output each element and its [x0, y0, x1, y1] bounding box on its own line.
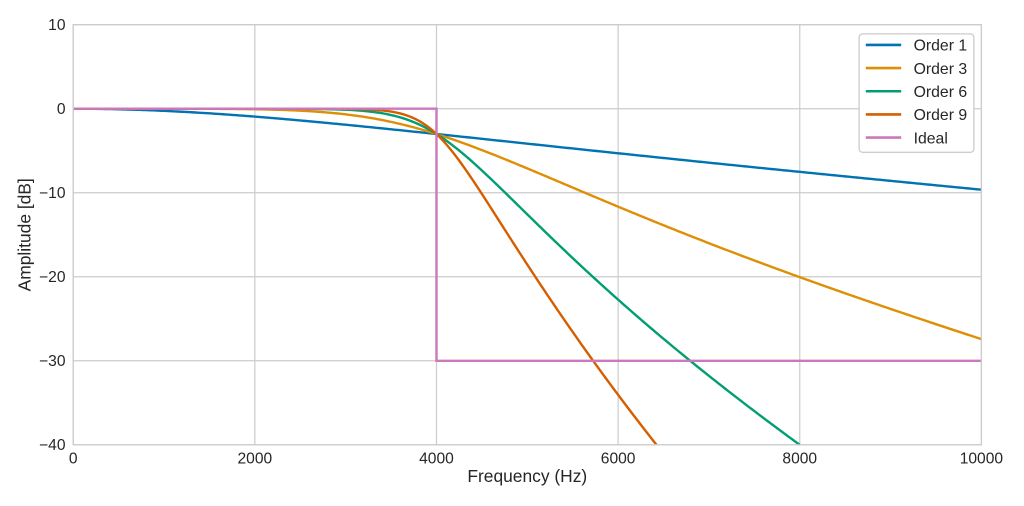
- svg-text:0: 0: [57, 101, 66, 118]
- svg-text:4000: 4000: [419, 451, 454, 468]
- svg-text:Order 9: Order 9: [914, 107, 968, 124]
- svg-text:−40: −40: [39, 437, 66, 454]
- svg-text:Ideal: Ideal: [914, 130, 948, 147]
- svg-text:Order 1: Order 1: [914, 38, 968, 55]
- svg-text:0: 0: [69, 451, 78, 468]
- svg-text:−30: −30: [39, 353, 66, 370]
- svg-text:−20: −20: [39, 269, 66, 286]
- svg-text:10: 10: [48, 17, 66, 34]
- svg-text:−10: −10: [39, 185, 66, 202]
- svg-text:10000: 10000: [960, 451, 1004, 468]
- svg-text:Frequency (Hz): Frequency (Hz): [467, 466, 587, 486]
- svg-text:6000: 6000: [601, 451, 636, 468]
- svg-text:Order 6: Order 6: [914, 84, 968, 101]
- svg-text:8000: 8000: [782, 451, 817, 468]
- svg-text:2000: 2000: [237, 451, 272, 468]
- svg-text:Amplitude [dB]: Amplitude [dB]: [15, 178, 35, 291]
- svg-text:Order 3: Order 3: [914, 61, 968, 78]
